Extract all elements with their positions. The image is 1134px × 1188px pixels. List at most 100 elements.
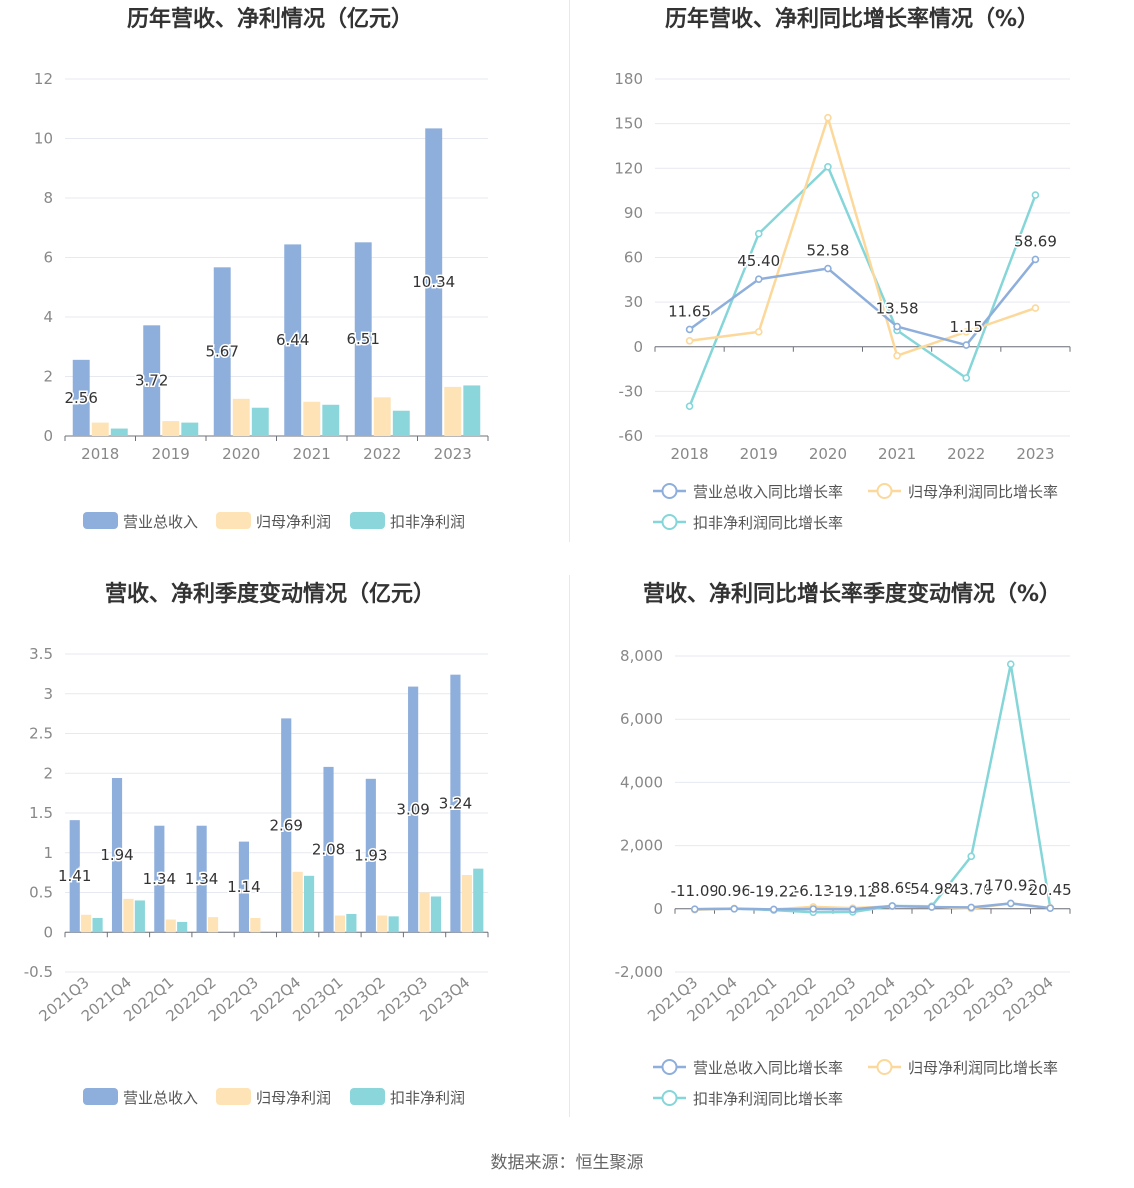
series-point-1: [1031, 255, 1040, 264]
bar-2: [461, 875, 472, 933]
data-label: 52.58: [806, 242, 849, 260]
x-tick-label: 2021: [878, 445, 916, 463]
data-label: 58.69: [1014, 232, 1057, 250]
series-point-1: [927, 903, 936, 911]
bar-3: [110, 428, 128, 436]
y-tick-label: 12: [34, 70, 53, 88]
data-label: 1.34: [185, 870, 218, 888]
series-point-1: [893, 322, 901, 331]
bar-1: [284, 244, 302, 436]
data-label: 6.51: [347, 330, 380, 348]
plot-area: -60 -30 0 30 60 90 120 150 180 2018 2019 2020 2021 20…: [614, 70, 1071, 532]
legend-label: 扣非净利润: [390, 513, 465, 531]
y-tick-label: -2,000: [615, 963, 663, 981]
plot-area: -2,00002,0004,0006,0008,0002021Q32021Q42…: [615, 647, 1074, 1108]
data-label: 10.34: [412, 273, 455, 291]
bar-1: [154, 825, 165, 933]
legend-swatch: [216, 512, 251, 529]
data-label: 1.41: [58, 867, 91, 885]
bar-3: [322, 404, 340, 436]
series-point-2: [893, 351, 901, 360]
y-tick-label: 4,000: [620, 773, 663, 791]
y-tick-label: 180: [614, 70, 643, 88]
x-tick-label: 2020: [222, 445, 260, 463]
data-label: 20.45: [1029, 881, 1072, 899]
series-line-3: [694, 662, 1052, 914]
legend-swatch: [216, 1088, 251, 1105]
data-label: 43.76: [950, 880, 993, 898]
y-tick-label: 60: [624, 249, 643, 267]
bar-2: [165, 919, 176, 933]
series-point-3: [967, 852, 976, 861]
series-point-1: [690, 905, 699, 913]
data-label: 11.65: [668, 302, 711, 320]
x-tick-label: 2023: [434, 445, 472, 463]
bar-2: [250, 917, 261, 933]
bar-1: [408, 686, 419, 933]
series-point-1: [809, 905, 818, 913]
x-tick-label: 2018: [670, 445, 708, 463]
bar-2: [232, 398, 250, 436]
quarterly-growth-rate-chart: 营收、净利同比增长率季度变动情况（%） -2,000 0 2,000 4,000 6,0…: [615, 581, 1074, 1108]
legend-marker: [876, 483, 893, 499]
series-point-2: [962, 328, 971, 336]
y-tick-label: 2,000: [620, 837, 663, 855]
plot-area: -0.500.511.522.533.52021Q32021Q42022Q120…: [24, 645, 489, 1107]
data-source-note: 数据来源：恒生聚源: [490, 1153, 644, 1173]
bar-2: [292, 871, 303, 933]
chart-title: 历年营收、净利同比增长率情况（%）: [665, 6, 1039, 32]
y-tick-label: 8,000: [620, 647, 663, 665]
bar-3: [463, 385, 481, 436]
y-tick-label: 0: [633, 338, 643, 356]
bar-3: [181, 422, 199, 436]
series-line-1: [694, 902, 1051, 911]
bar-2: [334, 915, 346, 933]
series-point-3: [685, 402, 694, 411]
y-tick-label: 6: [43, 249, 53, 267]
data-label: 1.93: [354, 847, 387, 865]
bar-3: [473, 868, 484, 933]
y-tick-label: 3: [43, 685, 53, 703]
quarterly-revenue-profit-chart: 营收、净利季度变动情况（亿元） -0.500.511.522.533.52021…: [24, 581, 489, 1107]
y-tick-label: -30: [619, 382, 644, 400]
bar-3: [251, 407, 269, 436]
bar-2: [444, 386, 462, 436]
legend-label: 归母净利润: [256, 1089, 331, 1107]
bar-1: [213, 267, 231, 436]
data-label: -6.13: [794, 882, 833, 900]
y-tick-label: -0.5: [24, 963, 53, 981]
series-line-2: [689, 116, 1036, 357]
y-tick-label: 0: [43, 923, 53, 941]
series-point-1: [848, 905, 857, 914]
chart-title: 营收、净利季度变动情况（亿元）: [105, 581, 435, 607]
bar-2: [91, 422, 109, 436]
x-tick-label: 2018: [81, 445, 119, 463]
data-label: 6.44: [276, 331, 309, 349]
data-label: 2.08: [312, 841, 345, 859]
legend-label: 营业总收入同比增长率: [693, 483, 843, 501]
y-tick-label: 120: [614, 159, 643, 177]
x-tick-label: 2022: [947, 445, 985, 463]
series-point-1: [1006, 899, 1015, 908]
bar-1: [450, 674, 461, 933]
legend-label: 扣非净利润同比增长率: [693, 514, 843, 532]
x-tick-label: 2019: [740, 445, 778, 463]
legend-marker: [876, 1059, 893, 1075]
legend-swatch: [350, 1088, 385, 1105]
data-label: 3.24: [439, 794, 472, 812]
series-point-3: [1031, 191, 1040, 199]
legend-label: 营业总收入: [123, 513, 198, 531]
x-tick-label: 2019: [152, 445, 190, 463]
bar-3: [388, 916, 399, 933]
series-point-3: [824, 162, 832, 171]
bar-2: [123, 898, 134, 933]
y-tick-label: 2: [43, 368, 53, 386]
legend-label: 营业总收入: [123, 1089, 198, 1107]
y-tick-label: 3.5: [29, 645, 53, 663]
y-tick-label: 10: [34, 130, 53, 148]
data-label: 88.69: [871, 879, 914, 897]
plot-area: 0 2 4 6 8 10 12 2018 2019 2020 2021 2022 2023 2.56 3.7…: [34, 70, 489, 531]
data-label: -11.09: [671, 882, 719, 900]
bar-2: [81, 914, 92, 933]
legend-label: 归母净利润: [256, 513, 331, 531]
